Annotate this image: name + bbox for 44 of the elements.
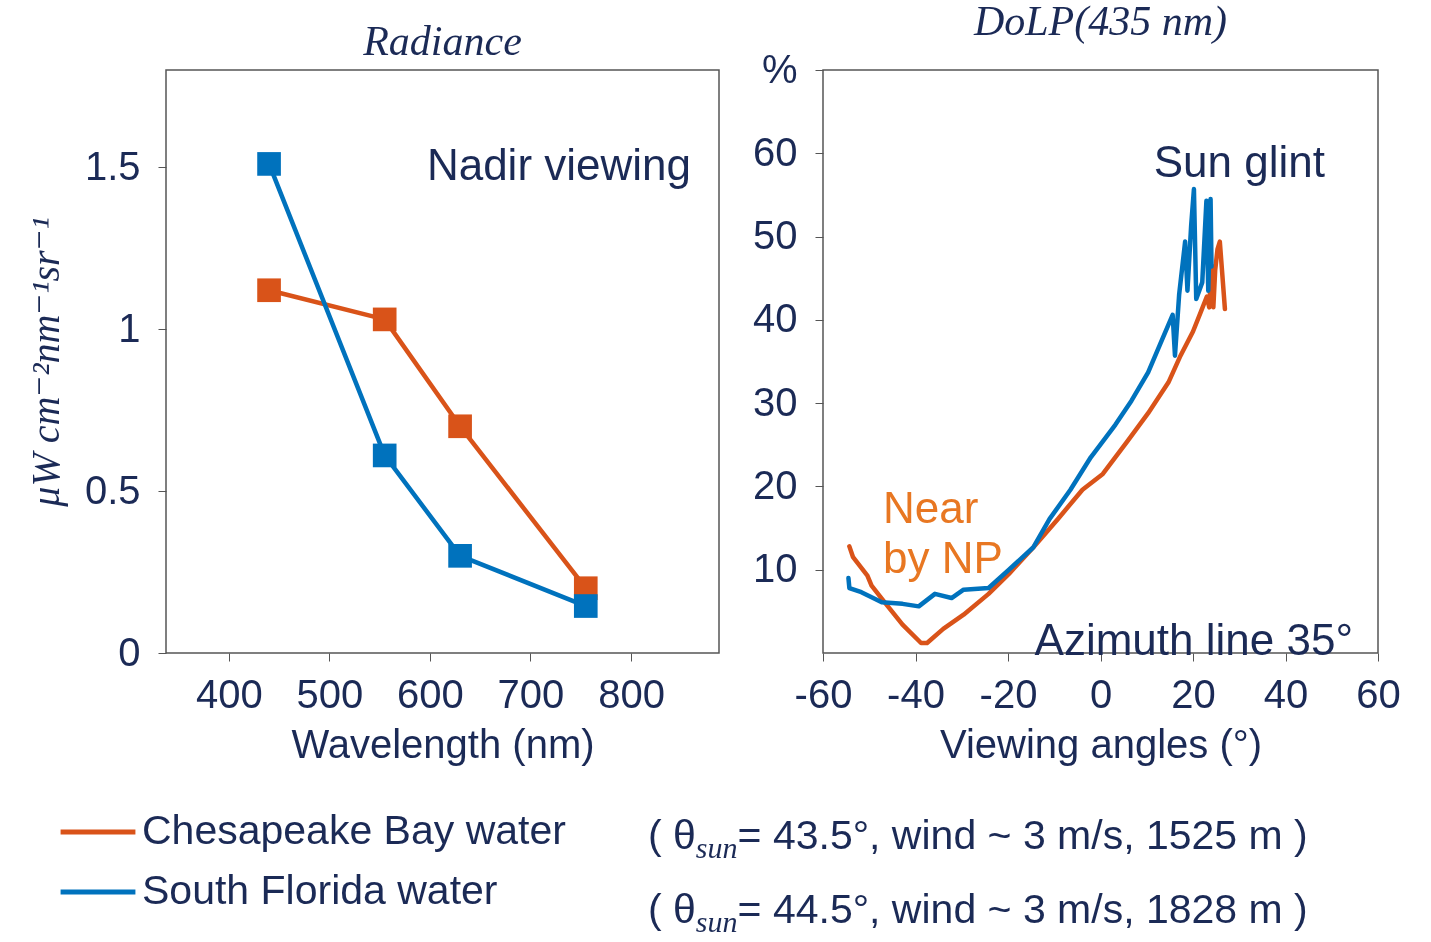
line-series bbox=[846, 186, 1214, 609]
text: ( θ$_{sun}$= 44.5°, wind ~ 3 m/s, 1828 m ) bbox=[648, 885, 1308, 941]
point bbox=[573, 594, 598, 618]
text: ( θ$_{sun}$= 43.5°, wind ~ 3 m/s, 1525 m ) bbox=[648, 811, 1308, 867]
chart-title: Radiance bbox=[362, 18, 522, 64]
x-tick-label: 600 bbox=[397, 671, 464, 716]
point bbox=[257, 152, 281, 176]
annotation: Sun glint bbox=[1153, 137, 1325, 186]
x-tick-label: 500 bbox=[296, 671, 364, 716]
annotation: Near by NP bbox=[883, 483, 1003, 582]
x-tick-label: 400 bbox=[195, 671, 263, 716]
x-tick-label: 700 bbox=[497, 671, 565, 716]
x-tick-label: -20 bbox=[979, 671, 1038, 716]
y-tick-label: 1.5 bbox=[84, 143, 141, 188]
x-tick-label: 40 bbox=[1263, 671, 1309, 716]
point bbox=[372, 443, 397, 468]
y-tick-label: 1 bbox=[118, 305, 141, 350]
y-tick-label: % bbox=[761, 46, 798, 91]
annotation: Azimuth line 35° bbox=[1034, 615, 1353, 664]
y-tick-label: 30 bbox=[753, 379, 798, 424]
point bbox=[372, 307, 397, 332]
y-tick-label: 40 bbox=[753, 296, 798, 341]
chart-title: DoLP(435 nm) bbox=[972, 0, 1228, 45]
x-tick-label: 20 bbox=[1171, 671, 1216, 716]
y-tick-label: 50 bbox=[753, 213, 798, 258]
x-tick-label: 800 bbox=[598, 671, 665, 716]
y-tick-label: 10 bbox=[753, 546, 798, 591]
x-axis-title: Viewing angles (°) bbox=[939, 721, 1263, 766]
x-tick-label: -40 bbox=[887, 671, 945, 716]
point bbox=[448, 414, 472, 439]
legend-label: Chesapeake Bay water bbox=[142, 807, 566, 853]
y-tick-label: 0.5 bbox=[84, 467, 141, 512]
y-tick-label: 0 bbox=[118, 629, 141, 674]
x-tick-label: 0 bbox=[1089, 671, 1113, 716]
point bbox=[448, 544, 472, 568]
y-axis-title: μW cm⁻²nm⁻¹sr⁻¹ bbox=[22, 217, 68, 508]
x-axis-title: Wavelength (nm) bbox=[291, 721, 595, 766]
x-tick-label: -60 bbox=[794, 671, 853, 716]
point bbox=[257, 278, 281, 303]
annotation: Nadir viewing bbox=[426, 140, 691, 189]
y-tick-label: 20 bbox=[753, 462, 798, 507]
legend-label: South Florida water bbox=[142, 867, 498, 913]
x-tick-label: 60 bbox=[1356, 671, 1401, 716]
y-tick-label: 60 bbox=[753, 129, 798, 174]
